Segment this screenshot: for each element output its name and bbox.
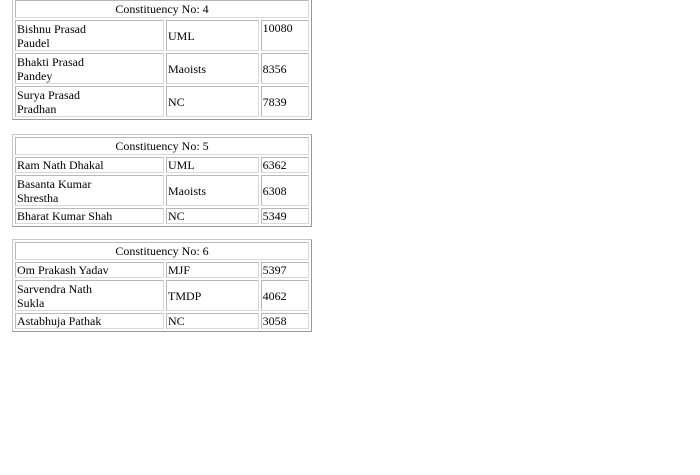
party: MJF: [166, 262, 259, 278]
candidate-row: Om Prakash Yadav MJF 5397: [15, 262, 309, 278]
candidate-row: Bhakti Prasad Pandey Maoists 8356: [15, 53, 309, 84]
candidate-name: Bishnu Prasad Paudel: [15, 20, 165, 51]
votes: 5349: [260, 208, 309, 224]
candidate-name-line: Surya Prasad: [17, 87, 80, 102]
votes: 8356: [260, 53, 309, 84]
constituency-table: Constituency No: 4 Bishnu Prasad Paudel UML…: [12, 0, 312, 120]
constituency-title: Constituency No: 6: [15, 242, 309, 260]
votes: 6362: [260, 157, 309, 173]
candidate-name-line: Bharat Kumar Shah: [17, 209, 113, 223]
party: Maoists: [166, 175, 259, 206]
candidate-row: Surya Prasad Pradhan NC 7839: [15, 86, 309, 117]
candidate-name: Sarvendra Nath Sukla: [15, 280, 165, 311]
candidate-row: Ram Nath Dhakal UML 6362: [15, 157, 309, 173]
votes: 5397: [260, 262, 309, 278]
constituency-title: Constituency No: 5: [15, 137, 309, 155]
candidate-name: Bhakti Prasad Pandey: [15, 53, 165, 84]
candidate-row: Basanta Kumar Shrestha Maoists 6308: [15, 175, 309, 206]
party: UML: [166, 20, 259, 51]
candidate-name-line: Astabhuja Pathak: [17, 314, 102, 328]
candidate-name: Ram Nath Dhakal: [15, 157, 165, 173]
candidate-name-line: Sukla: [17, 295, 45, 310]
candidate-name: Bharat Kumar Shah: [15, 208, 165, 224]
constituency-title: Constituency No: 4: [15, 0, 309, 18]
votes: 3058: [260, 313, 309, 329]
candidate-name-line: Sarvendra Nath: [17, 281, 92, 296]
party: Maoists: [166, 53, 259, 84]
candidate-row: Bishnu Prasad Paudel UML 10080: [15, 20, 309, 51]
candidate-name: Basanta Kumar Shrestha: [15, 175, 165, 206]
candidate-name-line: Pandey: [17, 68, 53, 83]
party: TMDP: [166, 280, 259, 311]
party: NC: [166, 313, 259, 329]
candidate-name-line: Bhakti Prasad: [17, 54, 84, 69]
candidate-name-line: Bishnu Prasad: [17, 21, 86, 36]
candidate-name: Om Prakash Yadav: [15, 262, 165, 278]
candidate-name-line: Basanta Kumar: [17, 176, 92, 191]
candidate-name: Astabhuja Pathak: [15, 313, 165, 329]
party: NC: [166, 86, 259, 117]
candidate-name-line: Ram Nath Dhakal: [17, 158, 104, 172]
votes: 4062: [260, 280, 309, 311]
candidate-name-line: Paudel: [17, 35, 50, 50]
candidate-name: Surya Prasad Pradhan: [15, 86, 165, 117]
candidate-name-line: Shrestha: [17, 190, 59, 205]
candidate-row: Astabhuja Pathak NC 3058: [15, 313, 309, 329]
candidate-row: Bharat Kumar Shah NC 5349: [15, 208, 309, 224]
candidate-name-line: Pradhan: [17, 101, 57, 116]
constituency-table: Constituency No: 6 Om Prakash Yadav MJF 539…: [12, 239, 312, 332]
party: UML: [166, 157, 259, 173]
party: NC: [166, 208, 259, 224]
votes: 10080: [260, 20, 309, 51]
votes: 6308: [260, 175, 309, 206]
votes: 7839: [260, 86, 309, 117]
constituency-table: Constituency No: 5 Ram Nath Dhakal UML 6362…: [12, 134, 312, 227]
candidate-name-line: Om Prakash Yadav: [17, 263, 109, 277]
candidate-row: Sarvendra Nath Sukla TMDP 4062: [15, 280, 309, 311]
